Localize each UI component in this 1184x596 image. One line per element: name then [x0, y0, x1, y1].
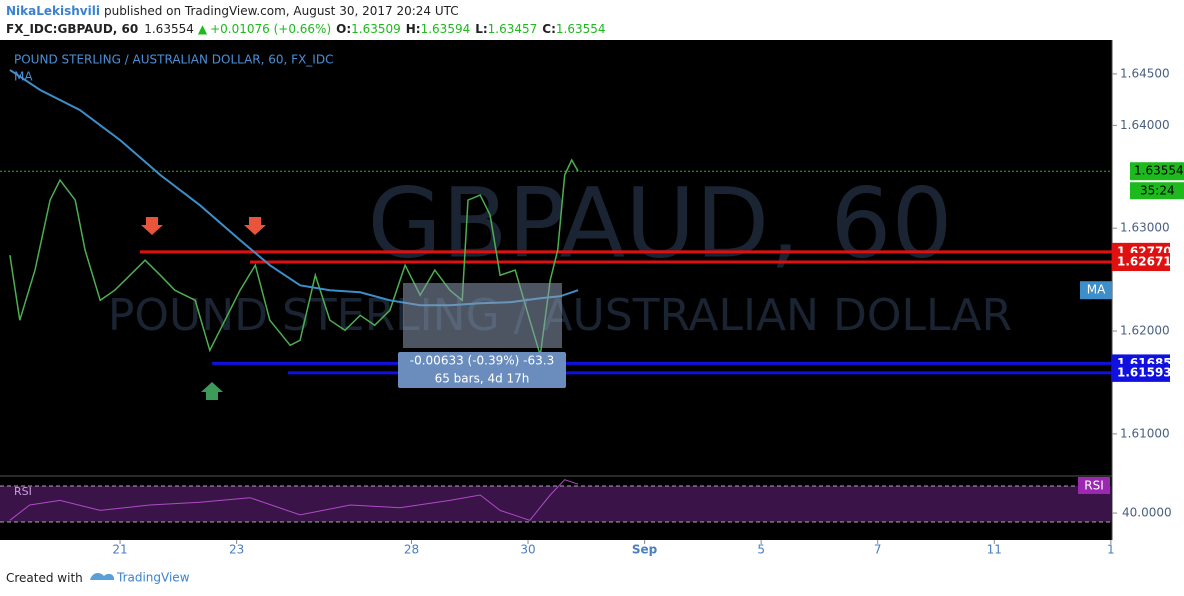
x-tick-label: 30 [520, 543, 535, 557]
quote-value: 1.63509 [351, 22, 401, 36]
rsi-line [9, 479, 579, 521]
published: published on TradingView.com, August 30,… [104, 4, 459, 18]
quote-key: H: [406, 22, 421, 36]
footer: Created with [6, 571, 83, 585]
x-tick-label: 5 [757, 543, 765, 557]
x-tick-label: 1 [1107, 543, 1115, 557]
up-triangle: ▲ [198, 22, 208, 36]
measure-area [403, 283, 562, 348]
down-arrow [244, 217, 266, 235]
y-tick-label: 1.63000 [1120, 221, 1170, 235]
x-tick-label: 11 [987, 543, 1002, 557]
y-tick-label: 1.61000 [1120, 426, 1170, 440]
rsi-tag [1078, 477, 1110, 494]
countdown: 35:24 [1140, 184, 1175, 198]
last: 1.63554 [144, 22, 194, 36]
down-arrow [141, 217, 163, 235]
ma-legend: MA [14, 70, 33, 84]
author: NikaLekishvili [6, 4, 100, 18]
x-tick-label: 21 [112, 543, 127, 557]
measure-text: 65 bars, 4d 17h [435, 372, 530, 386]
quote-key: L: [475, 22, 487, 36]
plot: 1.64500 1.64000 1.63000 1.62000 1.61000 40.00… [0, 66, 1184, 557]
level-label: 1.62671 [1117, 255, 1172, 269]
countdown-tag [1130, 182, 1184, 200]
y-tick-label: 1.64000 [1120, 118, 1170, 132]
level-tag [1112, 253, 1170, 272]
current-label: 1.63554 [1134, 164, 1184, 178]
x-tick-label: 7 [874, 543, 882, 557]
rsi-band [0, 486, 1112, 522]
y-tick-label: 1.64500 [1120, 66, 1170, 80]
price-line [9, 158, 579, 356]
header-line: NikaLekishvili published on TradingView.c… [6, 4, 459, 18]
x-tick-label: 23 [229, 543, 244, 557]
logo [90, 572, 115, 580]
quote-key: C: [542, 22, 556, 36]
created: Created with [6, 571, 83, 585]
y-tick-label: 1.62000 [1120, 324, 1170, 338]
quote-value: 1.63457 [488, 22, 538, 36]
rsi-tick-label: 40.0000 [1122, 506, 1172, 520]
chart-title: POUND STERLING / AUSTRALIAN DOLLAR, 60, … [14, 53, 333, 67]
measure-text: -0.00633 (-0.39%) -63.3 [410, 354, 554, 368]
x-tick-label: 28 [404, 543, 419, 557]
symbol: FX_IDC:GBPAUD, 60 [6, 22, 138, 37]
quote-key: O: [336, 22, 351, 36]
change: +0.01076 (+0.66%) [210, 22, 331, 36]
up-arrow [201, 382, 223, 400]
brand: TradingView [116, 571, 190, 585]
rsi-legend: RSI [14, 485, 32, 498]
rsi-tag-text: RSI [1084, 479, 1104, 493]
level-tag [1112, 363, 1170, 382]
current-tag [1130, 162, 1184, 181]
ma-tag-text: MA [1087, 283, 1106, 297]
quote-value: 1.63594 [421, 22, 471, 36]
quote-line: FX_IDC:GBPAUD, 60 1.63554 ▲ +0.01076 (+0.66… [6, 22, 606, 37]
measure-box [398, 352, 566, 388]
quote-value: 1.63554 [556, 22, 606, 36]
ma-tag [1080, 281, 1112, 300]
level-label: 1.61593 [1117, 365, 1172, 379]
x-tick-label: Sep [632, 543, 658, 557]
